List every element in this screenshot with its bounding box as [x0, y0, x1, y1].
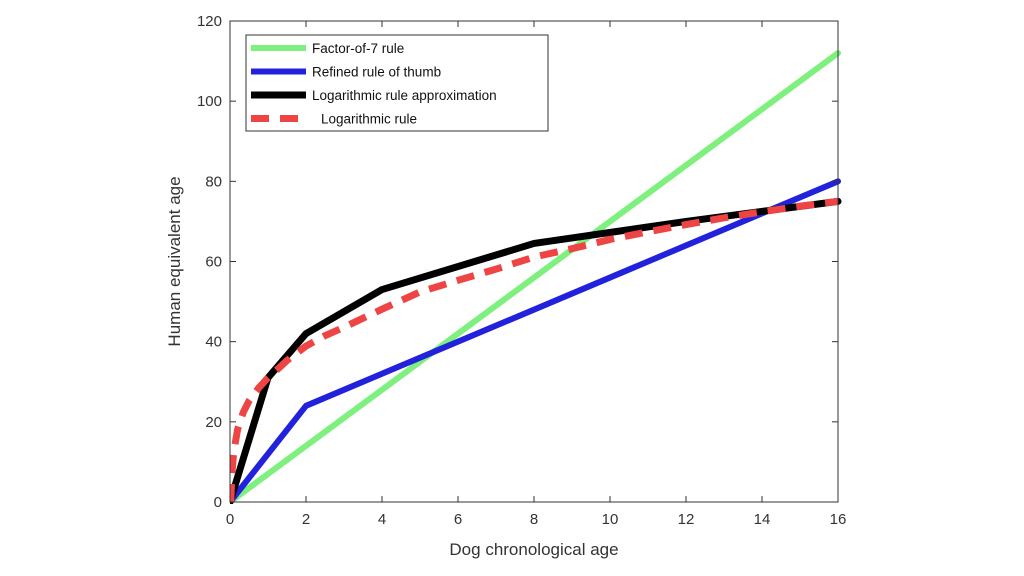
x-tick-label: 14 [754, 511, 771, 528]
y-axis-title: Human equivalent age [165, 176, 184, 346]
legend-label-4: Logarithmic rule [321, 112, 417, 127]
x-tick-label: 12 [678, 511, 695, 528]
x-tick-label: 2 [302, 511, 310, 528]
x-tick-label: 16 [830, 511, 847, 528]
x-tick-label: 0 [226, 511, 234, 528]
series-line-4 [230, 197, 839, 503]
y-tick-label: 40 [205, 334, 222, 351]
x-axis: 0 2 4 6 8 10 12 14 16 [226, 21, 847, 528]
x-tick-label: 10 [602, 511, 619, 528]
y-tick-label: 80 [205, 173, 222, 190]
x-tick-label: 4 [378, 511, 386, 528]
y-tick-label: 0 [214, 494, 222, 511]
y-tick-label: 120 [197, 13, 222, 30]
y-axis: 0 20 40 60 80 100 120 [197, 13, 838, 511]
series-line-2 [230, 178, 841, 504]
y-tick-label: 60 [205, 254, 222, 271]
x-axis-title: Dog chronological age [449, 540, 618, 559]
y-tick-label: 20 [205, 414, 222, 431]
x-tick-label: 6 [454, 511, 462, 528]
legend-label-2: Refined rule of thumb [312, 65, 441, 80]
series-line-1 [230, 50, 841, 504]
x-tick-label: 8 [530, 511, 538, 528]
y-tick-label: 100 [197, 93, 222, 110]
legend-label-3: Logarithmic rule approximation [312, 88, 497, 103]
series-layer [230, 50, 842, 504]
legend-label-1: Factor-of-7 rule [312, 41, 404, 56]
legend: Factor-of-7 rule Refined rule of thumb Log… [245, 34, 549, 132]
